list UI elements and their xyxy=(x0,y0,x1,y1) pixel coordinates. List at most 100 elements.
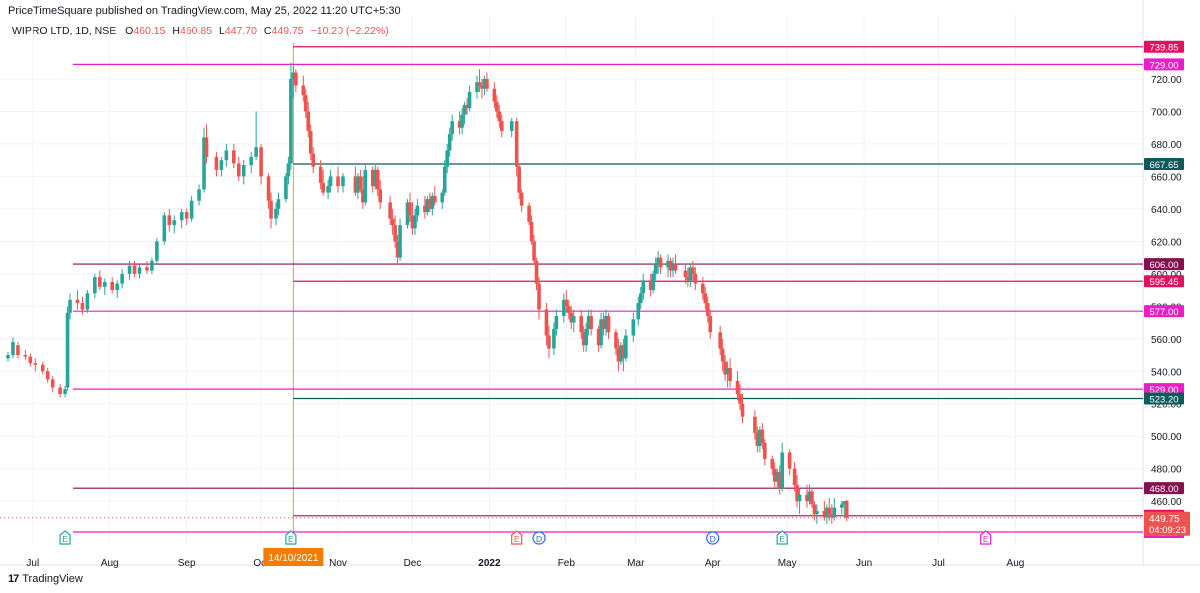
ohlc-close-label: C xyxy=(263,25,272,37)
candle-body xyxy=(792,468,797,485)
candle-body xyxy=(805,494,809,502)
time-tick-label: Dec xyxy=(404,558,422,569)
candle-body xyxy=(547,335,551,349)
candle-body xyxy=(562,299,566,317)
candle-body xyxy=(428,199,432,209)
candle-body xyxy=(132,265,137,274)
candle-body xyxy=(631,319,636,336)
candle-body xyxy=(708,316,713,333)
ohlc-low: 447.70 xyxy=(224,25,257,37)
time-tick-label: 2022 xyxy=(478,558,501,569)
candle-body xyxy=(648,280,653,291)
candle-body xyxy=(415,205,420,216)
candle-body xyxy=(703,293,708,304)
candle-body xyxy=(815,510,819,515)
candle-body xyxy=(720,348,725,362)
tradingview-brand[interactable]: 17 TradingView xyxy=(8,573,83,585)
candle-body xyxy=(11,342,15,356)
candle-body xyxy=(28,356,33,364)
candle-body xyxy=(241,165,246,177)
price-tick-label: 680.00 xyxy=(1151,140,1182,151)
candle-body xyxy=(353,176,358,193)
brand-label: TradingView xyxy=(22,573,83,585)
candle-body xyxy=(579,316,584,333)
candle-body xyxy=(445,150,450,167)
candle-body xyxy=(656,257,660,265)
earnings-icon xyxy=(59,530,71,545)
candle-body xyxy=(775,471,780,482)
time-tick-label: Apr xyxy=(705,558,721,569)
candle-body xyxy=(465,104,469,109)
price-tick-label: 540.00 xyxy=(1151,367,1182,378)
candle-body xyxy=(68,299,72,313)
candle-body xyxy=(795,484,799,502)
ohlc-high-label: H xyxy=(172,25,180,37)
candle-body xyxy=(509,121,514,131)
date-highlight-label: 14/10/2021 xyxy=(268,553,318,564)
candle-body xyxy=(812,504,817,515)
level-price-label: 529.00 xyxy=(1149,385,1178,396)
candle-body xyxy=(653,264,658,274)
candle-body xyxy=(398,225,402,258)
level-price-badge xyxy=(1144,157,1184,170)
candle-body xyxy=(321,182,325,193)
candle-body xyxy=(33,363,38,365)
candle-body xyxy=(326,186,330,193)
candle-body xyxy=(492,88,497,102)
candle-body xyxy=(718,332,722,349)
tradingview-logo-icon: 17 xyxy=(8,573,19,585)
candle-body xyxy=(425,199,430,213)
candle-body xyxy=(356,176,360,193)
candle-body xyxy=(482,78,487,89)
level-price-label: 739.85 xyxy=(1149,43,1178,54)
time-tick-label: Nov xyxy=(329,558,347,569)
candle-body xyxy=(274,208,278,219)
candle-body xyxy=(430,195,435,209)
published-caption: PriceTimeSquare published on TradingView… xyxy=(8,5,401,17)
candle-body xyxy=(638,293,643,304)
candle-body xyxy=(668,260,673,271)
candle-body xyxy=(378,189,383,203)
candle-body xyxy=(127,265,132,274)
candle-body xyxy=(308,130,313,154)
candle-body xyxy=(651,273,655,291)
candle-body xyxy=(408,202,412,216)
candle-body xyxy=(442,166,447,193)
candle-body xyxy=(832,507,837,518)
candle-body xyxy=(554,316,559,330)
level-price-badge xyxy=(1144,482,1184,495)
candle-body xyxy=(232,150,236,164)
candle-body xyxy=(50,379,55,388)
candle-body xyxy=(179,212,184,221)
time-tick-label: Jun xyxy=(856,558,872,569)
level-price-badge xyxy=(1144,58,1184,71)
candle-body xyxy=(433,195,437,203)
time-tick-label: Jul xyxy=(932,558,945,569)
candle-body xyxy=(393,225,397,242)
candle-body xyxy=(552,329,556,349)
candle-body xyxy=(497,111,502,122)
candle-body xyxy=(219,160,224,170)
candle-body xyxy=(249,156,253,166)
candle-body xyxy=(16,345,20,356)
earnings-icon-label: E xyxy=(62,534,68,544)
candle-body xyxy=(529,221,534,242)
candle-body xyxy=(266,176,271,201)
candle-body xyxy=(569,312,574,323)
candle-body xyxy=(457,121,462,128)
candle-body xyxy=(375,169,380,190)
candle-body xyxy=(75,299,80,304)
candle-body xyxy=(286,163,291,177)
earnings-icon-label: E xyxy=(983,534,989,544)
countdown-label: 04:09:23 xyxy=(1149,525,1186,536)
candle-body xyxy=(839,504,844,508)
level-price-badge xyxy=(1144,40,1184,53)
candle-body xyxy=(621,345,626,359)
candle-body xyxy=(810,491,814,505)
candle-body xyxy=(787,452,792,469)
candle-body xyxy=(390,218,395,226)
level-price-label: 667.65 xyxy=(1149,160,1178,171)
candle-body xyxy=(686,277,690,281)
candle-body xyxy=(475,82,479,92)
